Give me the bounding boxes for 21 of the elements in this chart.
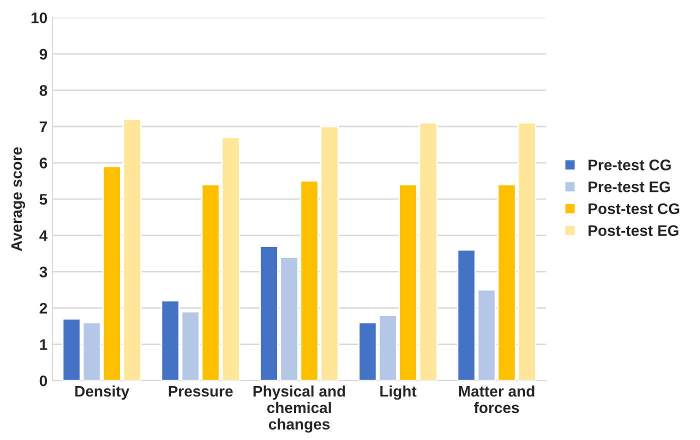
y-tick-label: 2	[40, 302, 48, 314]
y-tick-label: 10	[32, 12, 48, 24]
y-axis-title: Average score	[11, 147, 26, 252]
y-tick-label: 8	[40, 85, 48, 96]
legend-label: Post-test EG	[588, 225, 678, 236]
legend-label: Post-test CG	[588, 203, 680, 214]
y-tick-label: 5	[40, 194, 48, 205]
y-tick-label: 4	[39, 230, 48, 241]
y-tick-label: 6	[40, 158, 48, 168]
x-tick-label: Physical and chemical changes	[254, 385, 345, 433]
y-tick-label: 7	[40, 122, 47, 132]
legend-label: Pre-test CG	[588, 160, 671, 170]
legend-label: Pre-test EG	[588, 181, 670, 192]
x-tick-label: Density	[75, 385, 130, 400]
x-tick-label: Matter and forces	[459, 385, 534, 414]
x-tick-label: Pressure	[168, 386, 233, 397]
y-tick-label: 3	[39, 266, 48, 278]
y-tick-label: 9	[40, 48, 48, 60]
x-tick-label: Light	[380, 385, 416, 400]
y-tick-label: 1	[40, 339, 48, 350]
y-tick-label: 0	[40, 375, 48, 386]
